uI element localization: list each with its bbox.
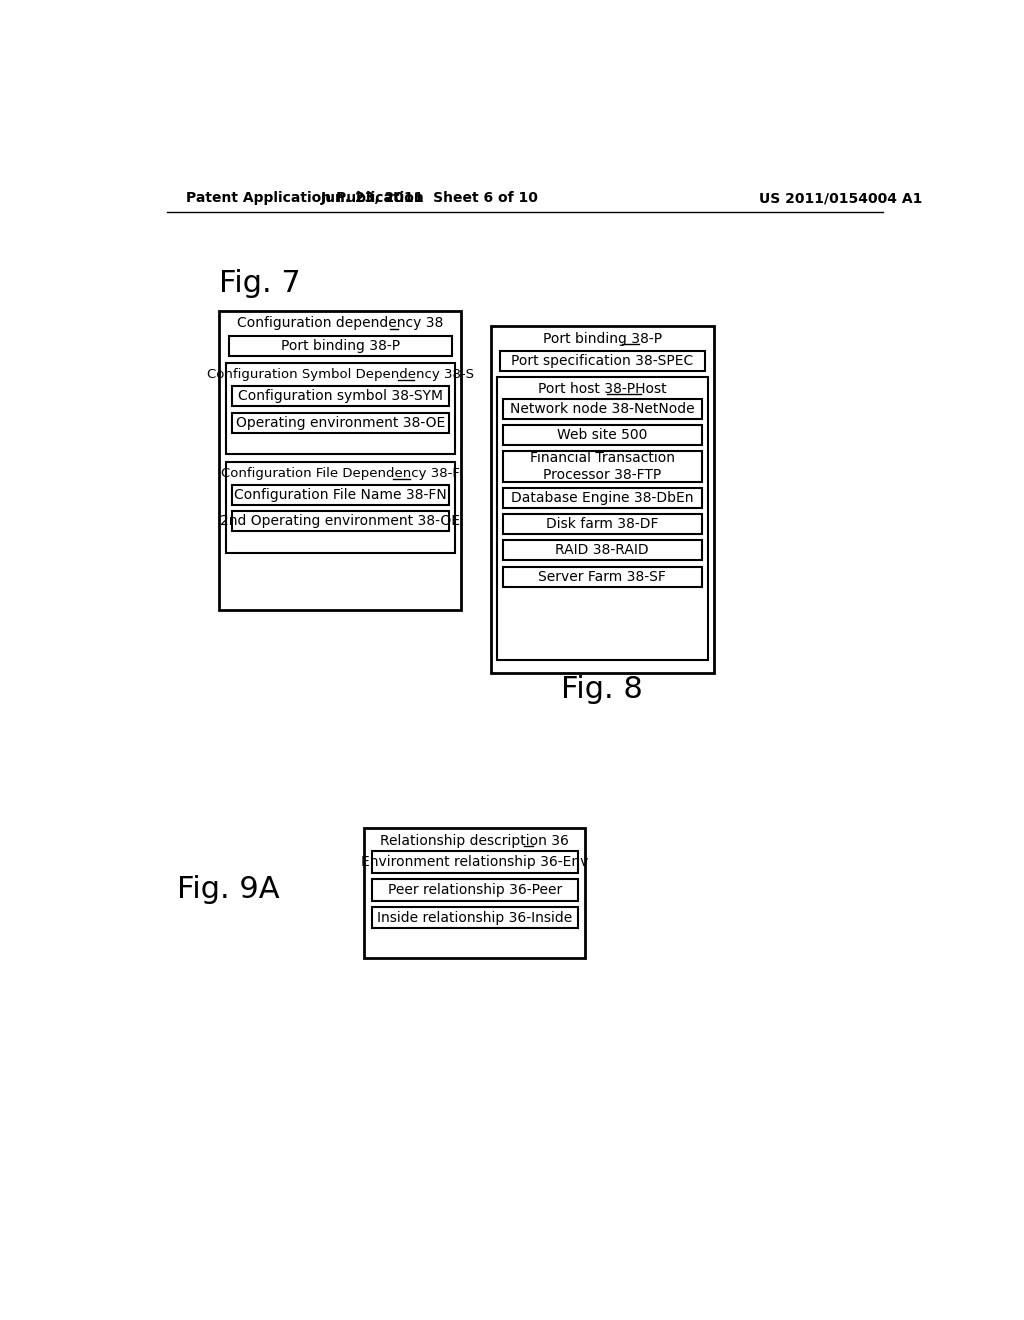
Bar <box>503 488 701 508</box>
Bar <box>225 363 455 454</box>
Text: Configuration File Dependency 38-F: Configuration File Dependency 38-F <box>221 467 460 480</box>
Text: Port specification 38-SPEC: Port specification 38-SPEC <box>511 354 693 368</box>
Bar <box>372 879 578 900</box>
Text: Port host 38-PHost: Port host 38-PHost <box>538 381 667 396</box>
Text: Inside relationship 36-Inside: Inside relationship 36-Inside <box>377 911 572 924</box>
Text: Configuration File Name 38-FN: Configuration File Name 38-FN <box>233 488 446 502</box>
Bar <box>372 907 578 928</box>
Bar <box>231 413 449 433</box>
Text: Disk farm 38-DF: Disk farm 38-DF <box>546 517 658 531</box>
Text: Fig. 8: Fig. 8 <box>561 676 643 704</box>
Bar <box>503 399 701 418</box>
Text: Web site 500: Web site 500 <box>557 428 647 442</box>
Bar <box>231 387 449 407</box>
Text: RAID 38-RAID: RAID 38-RAID <box>555 544 649 557</box>
Text: Jun. 23, 2011  Sheet 6 of 10: Jun. 23, 2011 Sheet 6 of 10 <box>322 191 540 206</box>
Bar <box>503 540 701 561</box>
Text: Port binding 38-P: Port binding 38-P <box>281 338 400 352</box>
Text: Configuration dependency 38: Configuration dependency 38 <box>238 317 443 330</box>
Bar <box>497 378 708 660</box>
Bar <box>225 462 455 553</box>
Text: Environment relationship 36-Env: Environment relationship 36-Env <box>361 855 589 869</box>
Text: Configuration Symbol Dependency 38-S: Configuration Symbol Dependency 38-S <box>207 368 474 381</box>
Text: 2nd Operating environment 38-OE: 2nd Operating environment 38-OE <box>220 513 461 528</box>
Bar <box>219 312 461 610</box>
Text: Configuration symbol 38-SYM: Configuration symbol 38-SYM <box>238 389 442 404</box>
Bar <box>503 566 701 586</box>
Text: Patent Application Publication: Patent Application Publication <box>186 191 424 206</box>
Text: Server Farm 38-SF: Server Farm 38-SF <box>539 569 667 583</box>
Text: Financial Transaction
Processor 38-FTP: Financial Transaction Processor 38-FTP <box>529 451 675 482</box>
Bar <box>231 484 449 506</box>
Text: Operating environment 38-OE: Operating environment 38-OE <box>236 416 445 429</box>
Bar <box>503 451 701 482</box>
Text: Peer relationship 36-Peer: Peer relationship 36-Peer <box>388 883 562 896</box>
Bar <box>365 829 586 958</box>
Bar <box>372 851 578 873</box>
Bar <box>231 511 449 531</box>
Text: Network node 38-NetNode: Network node 38-NetNode <box>510 401 694 416</box>
Text: Database Engine 38-DbEn: Database Engine 38-DbEn <box>511 491 693 506</box>
Text: Port binding 38-P: Port binding 38-P <box>543 331 662 346</box>
Text: Fig. 7: Fig. 7 <box>219 269 301 297</box>
Bar <box>500 351 705 371</box>
Bar <box>503 425 701 445</box>
Bar <box>503 515 701 535</box>
Bar <box>228 335 452 355</box>
Text: US 2011/0154004 A1: US 2011/0154004 A1 <box>760 191 923 206</box>
Text: Relationship description 36: Relationship description 36 <box>380 834 569 847</box>
Bar <box>490 326 714 673</box>
Text: Fig. 9A: Fig. 9A <box>177 875 280 904</box>
